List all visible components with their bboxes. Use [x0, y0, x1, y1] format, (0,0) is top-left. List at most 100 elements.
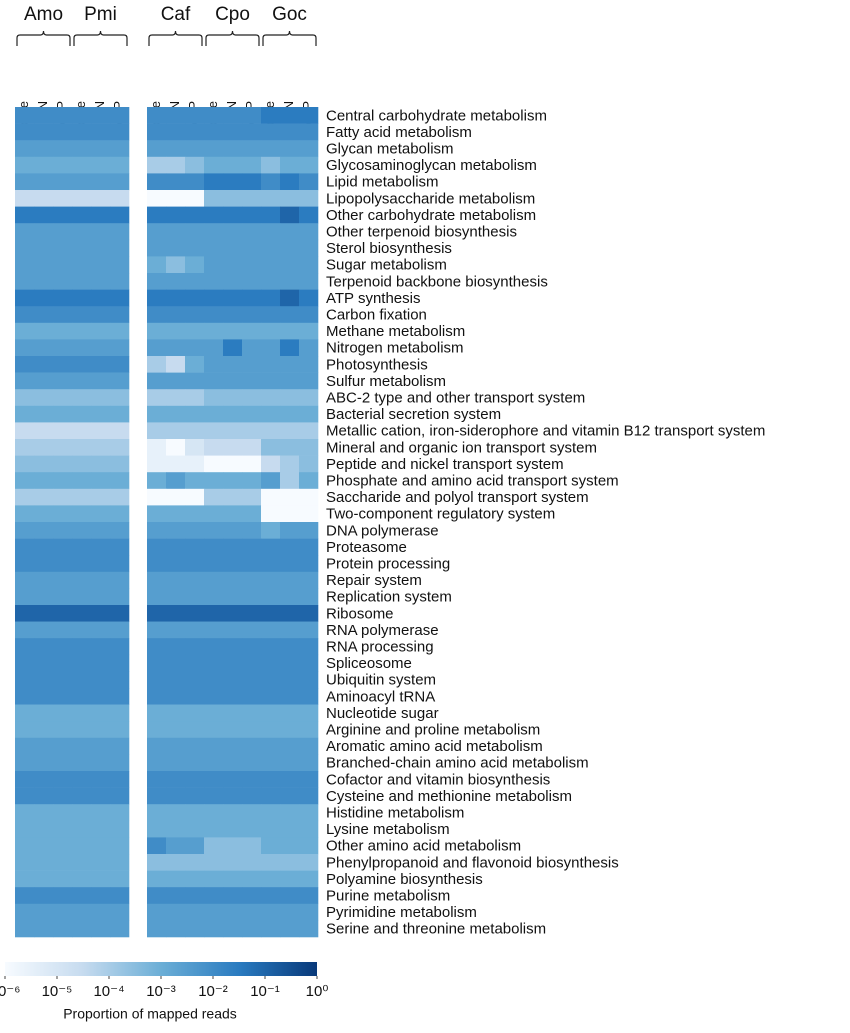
- heatmap-cell: [280, 704, 300, 722]
- heatmap-cell: [147, 190, 167, 207]
- heatmap-cell: [110, 123, 130, 141]
- heatmap-cell: [91, 771, 111, 788]
- heatmap-cell: [147, 854, 167, 871]
- heatmap-cell: [72, 389, 92, 407]
- heatmap-cell: [34, 223, 54, 241]
- heatmap-cell: [204, 538, 224, 556]
- heatmap-cell: [299, 405, 319, 423]
- heatmap-cell: [72, 322, 92, 340]
- heatmap-cell: [147, 422, 167, 440]
- heatmap-cell: [299, 190, 319, 207]
- heatmap-cell: [204, 704, 224, 722]
- heatmap-cell: [110, 920, 130, 938]
- heatmap-cell: [261, 787, 281, 805]
- heatmap-cell: [185, 372, 205, 390]
- heatmap-cell: [261, 837, 281, 855]
- heatmap-cell: [34, 472, 54, 490]
- heatmap-cell: [72, 671, 92, 689]
- heatmap-cell: [280, 239, 300, 257]
- heatmap-cell: [15, 605, 35, 622]
- heatmap-cell: [53, 107, 73, 124]
- heatmap-cell: [299, 621, 319, 639]
- heatmap-cell: [34, 107, 54, 124]
- heatmap-cell: [204, 605, 224, 622]
- heatmap-cell: [166, 206, 186, 224]
- row-label: Proteasome: [326, 539, 407, 556]
- row-label: Photosynthesis: [326, 356, 428, 373]
- heatmap-cell: [72, 223, 92, 241]
- heatmap-cell: [223, 837, 243, 855]
- heatmap-cell: [110, 605, 130, 622]
- row-label: Phenylpropanoid and flavonoid biosynthes…: [326, 854, 619, 871]
- heatmap-cell: [204, 306, 224, 324]
- heatmap-cell: [261, 555, 281, 573]
- heatmap-cell: [204, 206, 224, 224]
- heatmap-cell: [110, 389, 130, 407]
- heatmap-cell: [147, 704, 167, 722]
- heatmap-cell: [53, 820, 73, 838]
- heatmap-cell: [280, 140, 300, 158]
- heatmap-cell: [72, 505, 92, 523]
- heatmap-cell: [185, 837, 205, 855]
- heatmap-cell: [72, 190, 92, 207]
- group-label: Goc: [272, 4, 307, 25]
- heatmap-cell: [72, 306, 92, 324]
- heatmap-cell: [166, 488, 186, 506]
- heatmap-cell: [91, 223, 111, 241]
- heatmap-cell: [299, 837, 319, 855]
- heatmap-cell: [53, 223, 73, 241]
- row-label: Metallic cation, iron-siderophore and vi…: [326, 423, 765, 440]
- heatmap-cell: [166, 555, 186, 573]
- heatmap-cell: [72, 405, 92, 423]
- heatmap-cell: [261, 223, 281, 241]
- heatmap-cell: [53, 488, 73, 506]
- heatmap-cell: [166, 190, 186, 207]
- heatmap-cell: [280, 173, 300, 191]
- heatmap-cell: [110, 289, 130, 307]
- heatmap-cell: [223, 605, 243, 622]
- heatmap-cell: [185, 439, 205, 456]
- heatmap-cell: [280, 555, 300, 573]
- heatmap-cell: [53, 372, 73, 390]
- heatmap-cell: [299, 107, 319, 124]
- heatmap-cell: [261, 754, 281, 772]
- heatmap-cell: [15, 422, 35, 440]
- heatmap-cell: [299, 820, 319, 838]
- heatmap-cell: [280, 289, 300, 307]
- heatmap-cell: [34, 837, 54, 855]
- heatmap-cell: [204, 555, 224, 573]
- heatmap-cell: [223, 123, 243, 141]
- heatmap-cell: [147, 389, 167, 407]
- heatmap-cell: [242, 306, 262, 324]
- heatmap-cell: [261, 455, 281, 473]
- heatmap-cell: [261, 654, 281, 672]
- heatmap-cell: [53, 903, 73, 921]
- row-label: Saccharide and polyol transport system: [326, 489, 589, 506]
- heatmap-cell: [34, 372, 54, 390]
- heatmap-cell: [53, 555, 73, 573]
- heatmap-cell: [147, 140, 167, 158]
- heatmap-cell: [72, 787, 92, 805]
- heatmap-cell: [15, 223, 35, 241]
- heatmap-cell: [91, 870, 111, 888]
- heatmap-cell: [242, 339, 262, 357]
- heatmap-cell: [53, 671, 73, 689]
- heatmap-cell: [299, 306, 319, 324]
- heatmap-cell: [280, 422, 300, 440]
- colorbar-tick-label: 10⁰: [306, 983, 329, 1000]
- heatmap-cell: [166, 306, 186, 324]
- heatmap-cell: [223, 289, 243, 307]
- heatmap-cell: [72, 206, 92, 224]
- heatmap-cell: [72, 439, 92, 456]
- heatmap-cell: [280, 273, 300, 290]
- heatmap-cell: [15, 820, 35, 838]
- heatmap-cell: [204, 140, 224, 158]
- heatmap-cell: [261, 538, 281, 556]
- heatmap-cell: [185, 356, 205, 373]
- heatmap-cell: [280, 472, 300, 490]
- heatmap-cell: [110, 140, 130, 158]
- heatmap-cell: [261, 870, 281, 888]
- heatmap-cell: [15, 405, 35, 423]
- heatmap-cell: [223, 754, 243, 772]
- heatmap-cell: [280, 754, 300, 772]
